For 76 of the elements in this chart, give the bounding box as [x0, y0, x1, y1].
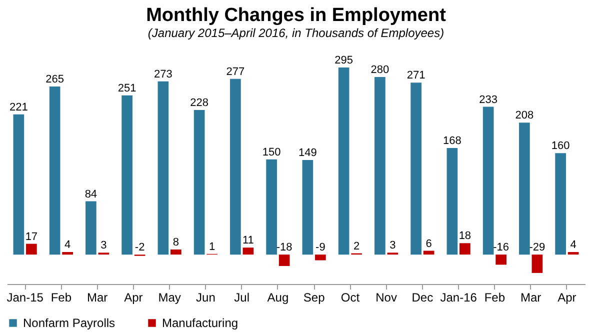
data-label: 271: [406, 70, 426, 82]
bar: [555, 153, 566, 255]
bar: [338, 67, 350, 255]
data-label: 11: [242, 234, 254, 247]
bar: [86, 201, 96, 255]
data-label: 84: [84, 188, 98, 200]
x-tick-label: Apr: [124, 290, 143, 304]
data-label: 277: [226, 66, 245, 78]
bar: [194, 110, 205, 255]
legend-label: Nonfarm Payrolls: [23, 316, 116, 330]
bar: [519, 122, 530, 255]
x-tick-label: Mar: [86, 290, 108, 304]
x-tick-label: Jan-15: [6, 290, 44, 304]
data-label: 2: [354, 240, 360, 252]
bar: [568, 252, 579, 255]
data-label: 17: [25, 230, 38, 243]
data-label: 4: [570, 239, 576, 252]
x-tick-label: Feb: [50, 290, 72, 304]
data-label: 208: [515, 110, 534, 122]
data-label: 4: [64, 239, 71, 252]
bar: [446, 148, 458, 255]
bar: [170, 249, 182, 255]
bar: [410, 82, 422, 255]
bar: [122, 95, 132, 255]
bar: [242, 248, 254, 255]
data-label: 233: [479, 94, 498, 106]
bar: [230, 78, 241, 255]
data-label: 149: [298, 147, 317, 160]
x-tick-label: Aug: [267, 290, 289, 304]
x-tick-label: May: [158, 290, 181, 304]
bar: [374, 76, 386, 255]
x-tick-label: Nov: [376, 290, 397, 304]
bar: [482, 106, 494, 255]
bar: [315, 254, 326, 260]
bar: [266, 159, 277, 255]
x-tick-label: Oct: [340, 290, 360, 304]
data-label: 168: [443, 135, 462, 148]
data-label: -9: [316, 242, 326, 254]
bar: [278, 254, 290, 266]
data-label: 265: [46, 73, 64, 86]
x-tick-label: Jan-16: [440, 290, 478, 304]
data-label: 6: [426, 238, 432, 250]
chart-title: Monthly Changes in Employment: [146, 5, 447, 26]
chart-subtitle: (January 2015–April 2016, in Thousands of Employees): [148, 26, 444, 40]
data-label: 228: [190, 96, 208, 109]
x-tick-label: Jul: [234, 290, 250, 304]
bar: [158, 81, 169, 255]
data-label: 3: [100, 240, 107, 252]
bar: [26, 244, 37, 255]
bar: [532, 254, 543, 273]
bar: [496, 254, 506, 265]
data-label: 160: [551, 140, 570, 152]
data-label: 273: [154, 68, 172, 80]
x-tick-label: Dec: [412, 290, 434, 304]
data-label: -2: [134, 242, 145, 254]
data-label: -16: [493, 242, 510, 254]
x-tick-label: Mar: [520, 290, 542, 304]
x-tick-label: Sep: [303, 290, 326, 304]
x-tick-label: Feb: [484, 290, 506, 304]
data-label: 1: [209, 240, 216, 253]
bar: [460, 243, 470, 255]
x-tick-label: Apr: [558, 290, 576, 304]
data-label: 221: [10, 101, 28, 114]
data-label: 18: [458, 230, 472, 242]
data-label: 8: [172, 236, 179, 248]
data-label: 150: [262, 146, 281, 158]
data-label: 295: [334, 54, 353, 66]
bar: [302, 160, 314, 255]
data-label: 3: [390, 240, 396, 252]
bar: [62, 252, 73, 255]
data-label: 251: [118, 82, 136, 94]
bar: [49, 86, 60, 255]
x-tick-label: Jun: [196, 290, 216, 304]
legend-label: Manufacturing: [162, 316, 238, 330]
bar: [13, 114, 24, 255]
data-label: 280: [370, 64, 390, 76]
